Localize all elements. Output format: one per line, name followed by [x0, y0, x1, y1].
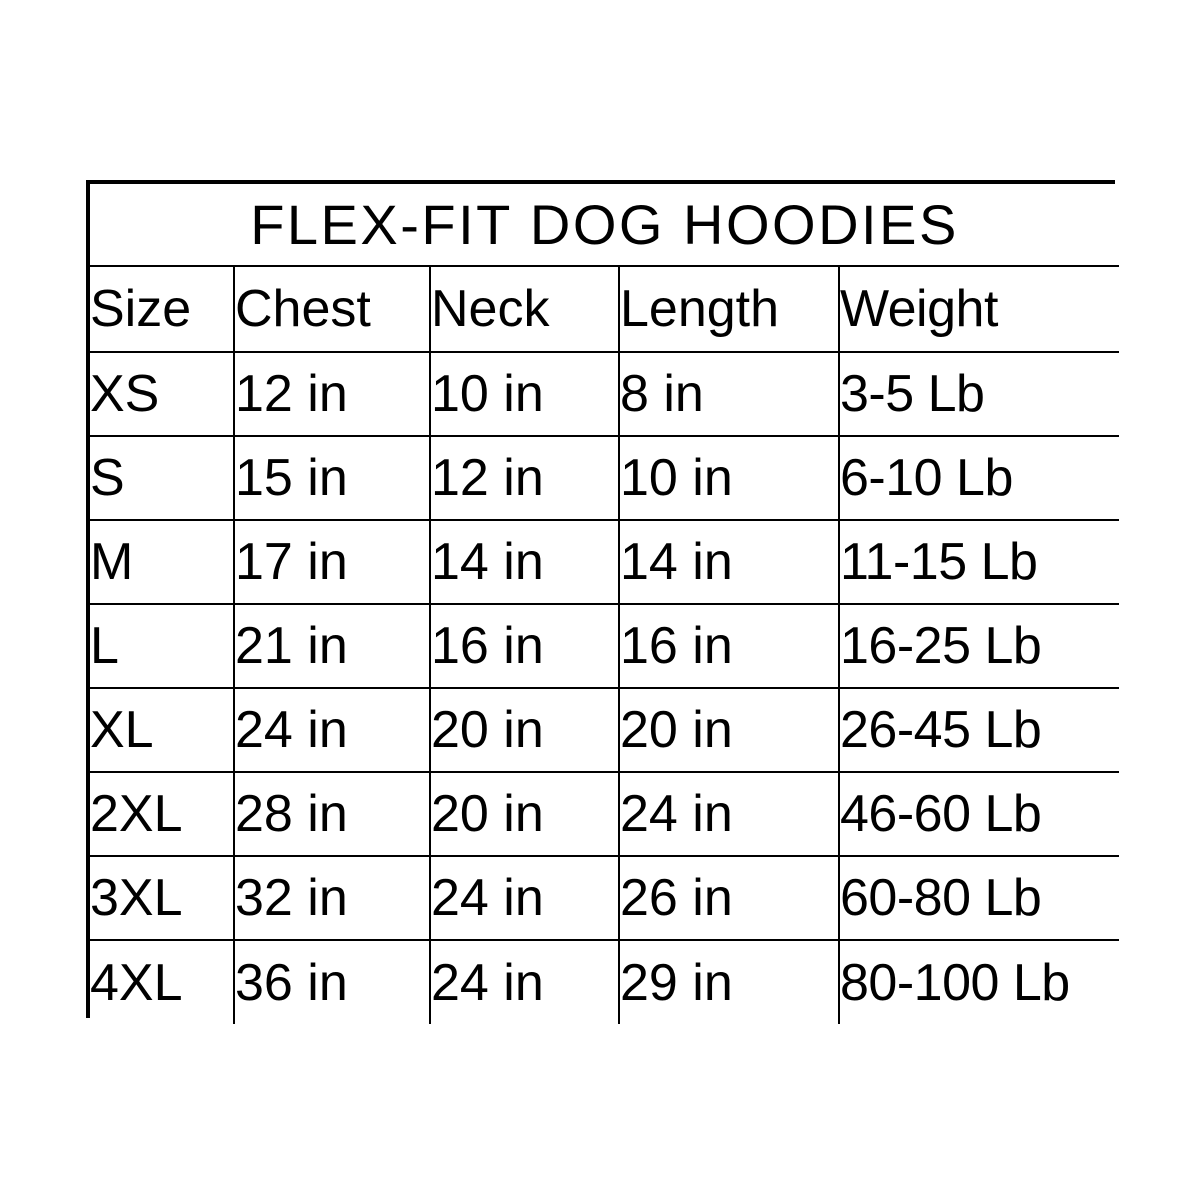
table-row: XS 12 in 10 in 8 in 3-5 Lb — [90, 351, 1120, 437]
table-body: FLEX-FIT DOG HOODIES Size Chest Neck Len… — [90, 184, 1120, 1024]
cell-chest: 15 in — [233, 435, 431, 521]
cell-chest: 28 in — [233, 771, 431, 857]
cell-size: L — [90, 603, 235, 689]
column-header-neck: Neck — [429, 265, 620, 353]
cell-length: 10 in — [618, 435, 840, 521]
cell-chest: 36 in — [233, 939, 431, 1024]
cell-neck: 20 in — [429, 687, 620, 773]
column-header-length: Length — [618, 265, 840, 353]
cell-size: M — [90, 519, 235, 605]
column-header-size: Size — [90, 265, 235, 353]
table-header-row: Size Chest Neck Length Weight — [90, 265, 1120, 353]
cell-chest: 24 in — [233, 687, 431, 773]
table-row: S 15 in 12 in 10 in 6-10 Lb — [90, 435, 1120, 521]
cell-weight: 26-45 Lb — [837, 687, 1120, 773]
table-row: 4XL 36 in 24 in 29 in 80-100 Lb — [90, 939, 1120, 1024]
size-chart-table: FLEX-FIT DOG HOODIES Size Chest Neck Len… — [90, 184, 1120, 1024]
cell-weight: 11-15 Lb — [837, 519, 1120, 605]
cell-chest: 12 in — [233, 351, 431, 437]
table-row: 2XL 28 in 20 in 24 in 46-60 Lb — [90, 771, 1120, 857]
cell-weight: 16-25 Lb — [837, 603, 1120, 689]
cell-neck: 24 in — [429, 855, 620, 941]
cell-size: 3XL — [90, 855, 235, 941]
table-title-row: FLEX-FIT DOG HOODIES — [90, 184, 1120, 267]
cell-length: 26 in — [618, 855, 840, 941]
chart-title: FLEX-FIT DOG HOODIES — [90, 184, 1120, 267]
cell-size: 2XL — [90, 771, 235, 857]
cell-neck: 16 in — [429, 603, 620, 689]
cell-weight: 3-5 Lb — [837, 351, 1120, 437]
table-row: M 17 in 14 in 14 in 11-15 Lb — [90, 519, 1120, 605]
cell-weight: 46-60 Lb — [837, 771, 1120, 857]
cell-chest: 32 in — [233, 855, 431, 941]
column-header-chest: Chest — [233, 265, 431, 353]
cell-weight: 80-100 Lb — [837, 939, 1120, 1024]
cell-neck: 20 in — [429, 771, 620, 857]
cell-chest: 21 in — [233, 603, 431, 689]
cell-length: 16 in — [618, 603, 840, 689]
cell-chest: 17 in — [233, 519, 431, 605]
cell-size: XS — [90, 351, 235, 437]
cell-neck: 12 in — [429, 435, 620, 521]
cell-weight: 6-10 Lb — [837, 435, 1120, 521]
cell-length: 14 in — [618, 519, 840, 605]
table-row: L 21 in 16 in 16 in 16-25 Lb — [90, 603, 1120, 689]
cell-neck: 24 in — [429, 939, 620, 1024]
cell-weight: 60-80 Lb — [837, 855, 1120, 941]
table-row: 3XL 32 in 24 in 26 in 60-80 Lb — [90, 855, 1120, 941]
cell-size: 4XL — [90, 939, 235, 1024]
cell-size: S — [90, 435, 235, 521]
cell-size: XL — [90, 687, 235, 773]
table-row: XL 24 in 20 in 20 in 26-45 Lb — [90, 687, 1120, 773]
cell-neck: 10 in — [429, 351, 620, 437]
cell-length: 20 in — [618, 687, 840, 773]
cell-length: 24 in — [618, 771, 840, 857]
cell-length: 29 in — [618, 939, 840, 1024]
column-header-weight: Weight — [837, 265, 1120, 353]
cell-neck: 14 in — [429, 519, 620, 605]
size-chart-table-frame: FLEX-FIT DOG HOODIES Size Chest Neck Len… — [86, 180, 1120, 1024]
cell-length: 8 in — [618, 351, 840, 437]
